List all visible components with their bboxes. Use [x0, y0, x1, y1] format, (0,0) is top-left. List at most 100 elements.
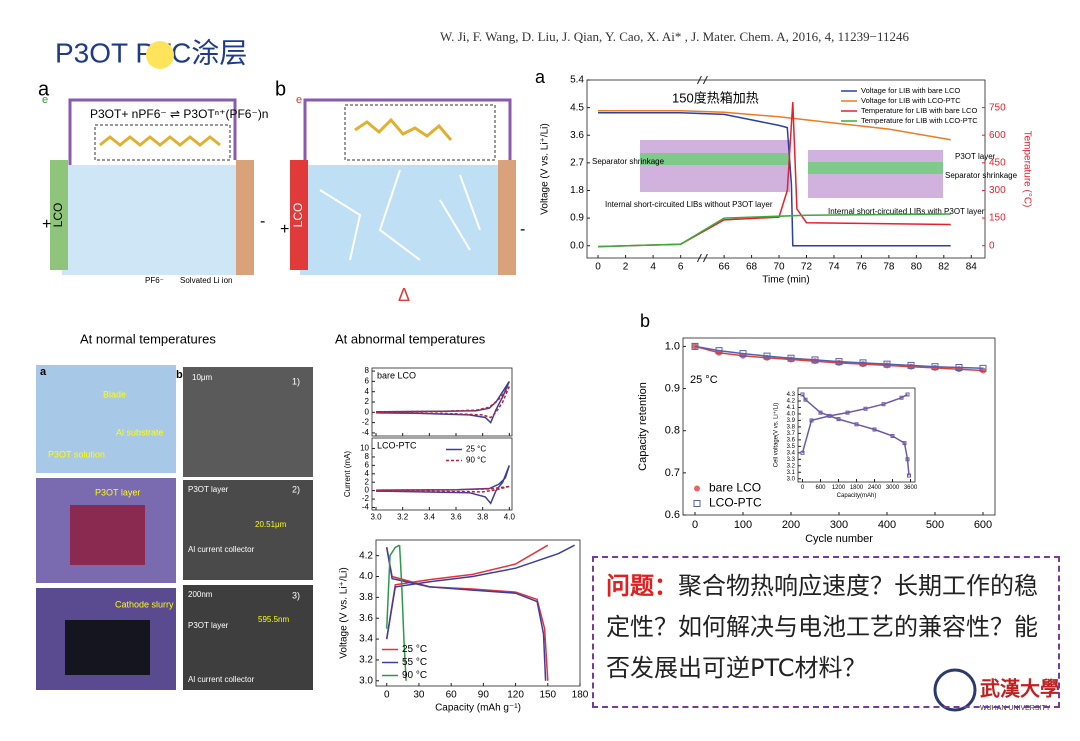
x-tick-label: 80 [911, 262, 923, 273]
plot-frame [797, 387, 916, 483]
x-tick-label: 400 [878, 519, 896, 531]
y-tick-label: 4.5 [570, 102, 584, 113]
y-tick-label: 3.8 [359, 592, 373, 603]
electrode [236, 160, 254, 275]
legend-label: 90 °C [402, 670, 427, 681]
series-line [694, 345, 984, 370]
y-tick-label: 0 [365, 486, 370, 495]
y-tick-label: 4.3 [787, 392, 796, 398]
x-tick-label: 6 [678, 262, 684, 273]
x-tick-label: 100 [734, 519, 752, 531]
electrode [290, 160, 308, 270]
y2-tick-label: 750 [989, 102, 1006, 113]
annotation: 150度热箱加热 [672, 90, 759, 105]
caption: At abnormal temperatures [335, 331, 486, 346]
label: - [520, 221, 525, 238]
marker [693, 500, 701, 507]
plot-frame [375, 539, 581, 687]
x-axis-label: Capacity (mAh g⁻¹) [435, 703, 521, 714]
marker [902, 441, 907, 446]
label: bare LCO [377, 370, 416, 380]
marker [739, 350, 747, 358]
panel-label: a [535, 67, 546, 87]
marker [809, 418, 814, 423]
x-tick-label: 2400 [868, 485, 882, 491]
legend-label: LCO-PTC [709, 496, 762, 510]
reaction: P3OT+ nPF6⁻ ⇌ P3OTⁿ⁺(PF6⁻)n [90, 107, 268, 121]
x-tick-label: 150 [539, 690, 556, 701]
polymer-box [344, 104, 496, 161]
logo-english: WUHAN UNIVERSITY [980, 705, 1051, 712]
x-tick-label: 3.6 [450, 512, 462, 521]
marker [890, 433, 895, 438]
panel-label: b [176, 369, 183, 381]
y-tick-label: 4 [365, 387, 370, 396]
sem [183, 585, 313, 690]
y-tick-label: 3.8 [787, 424, 796, 430]
electrode [498, 160, 516, 275]
y-tick-label: 3.9 [787, 418, 796, 424]
marker [694, 485, 700, 492]
y-tick-label: 3.1 [787, 470, 796, 476]
question-label: 问题： [606, 572, 678, 600]
label: Internal short-circuited LIBs without P3… [605, 200, 773, 209]
label: Internal short-circuited LIBs with P3OT … [828, 207, 985, 216]
series-line [375, 485, 510, 493]
y-axis-label: Cell voltage(V vs. Li⁺/Li) [773, 403, 780, 468]
y-tick-label: 1.0 [665, 340, 680, 352]
x-tick-label: 200 [782, 519, 800, 531]
axis-break [696, 75, 708, 263]
x-axis-label: Cycle number [805, 533, 873, 545]
y-axis-label: Current (mA) [343, 451, 352, 498]
y2-tick-label: 450 [989, 157, 1006, 168]
label: Separator shrinkage [592, 157, 665, 166]
sem [183, 480, 313, 580]
marker [881, 402, 886, 407]
y-tick-label: 0 [365, 407, 370, 416]
label: LCO [51, 203, 65, 228]
label: Al current collector [188, 675, 255, 684]
wire [68, 98, 237, 175]
sem [183, 367, 313, 477]
legend-label: Voltage for LIB with bare LCO [861, 86, 960, 95]
panel-label: b [640, 311, 650, 331]
label: P3OT layer [188, 621, 229, 630]
y-axis-label: Voltage (V vs. Li⁺/Li) [339, 567, 350, 658]
x-tick-label: 84 [966, 262, 978, 273]
electrolyte [300, 165, 500, 275]
label: Solvated Li ion [180, 276, 232, 285]
label: - [260, 213, 265, 230]
x-tick-label: 0 [692, 519, 698, 531]
y-axis-label: Voltage (V vs. Li⁺/Li) [540, 123, 551, 214]
x-axis-label: Capacity(mAh) [837, 493, 877, 499]
y-tick-label: 5.4 [570, 75, 584, 86]
x-tick-label: 0 [384, 690, 390, 701]
x-tick-label: 3.0 [370, 512, 382, 521]
x-tick-label: 600 [974, 519, 992, 531]
y-tick-label: 3.6 [570, 130, 584, 141]
inset-layer [808, 162, 943, 174]
x-tick-label: 90 [478, 690, 490, 701]
x-tick-label: 120 [507, 690, 524, 701]
label: 2) [292, 484, 300, 494]
y2-tick-label: 300 [989, 185, 1006, 196]
x-tick-label: 30 [413, 690, 425, 701]
y-tick-label: 4.1 [787, 405, 796, 411]
y2-axis-label: Temperature (°C) [1021, 131, 1032, 208]
y2-tick-label: 150 [989, 213, 1006, 224]
legend-label: Temperature for LIB with LCO-PTC [861, 116, 978, 125]
y-tick-label: 0.0 [570, 240, 584, 251]
electrode [50, 160, 68, 270]
marker [899, 395, 904, 400]
marker [955, 364, 963, 371]
panel-label: b [275, 78, 286, 100]
marker [905, 392, 910, 397]
x-tick-label: 82 [938, 262, 950, 273]
y-tick-label: 0.8 [665, 425, 680, 437]
panel-label: a [40, 366, 47, 378]
label: e [296, 94, 302, 106]
marker [854, 422, 859, 427]
legend-label: Temperature for LIB with bare LCO [861, 106, 977, 115]
x-tick-label: 2 [623, 262, 629, 273]
x-tick-label: 300 [830, 519, 848, 531]
